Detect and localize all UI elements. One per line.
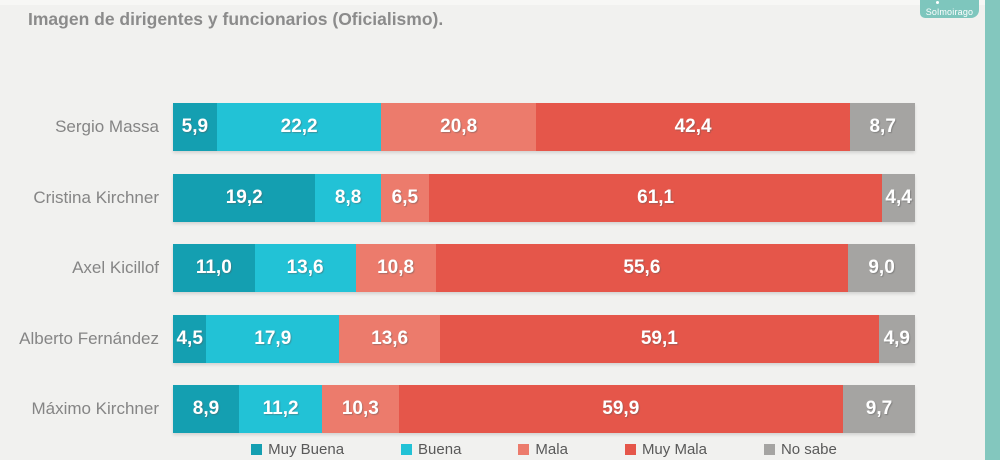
bar-segment: 9,7	[843, 385, 915, 434]
segment-value: 4,5	[176, 327, 203, 349]
legend-color-swatch-icon	[763, 443, 775, 455]
bar-segment: 4,9	[878, 314, 915, 363]
legend-item: Muy Buena	[251, 441, 344, 458]
stacked-bar: 4,5 17,9 13,6 59,1 4,9	[173, 314, 915, 363]
stacked-bar-chart: Sergio Massa 5,9 22,2 20,8 42,4 8,7 Cristina K…	[0, 103, 915, 434]
segment-value: 10,8	[377, 257, 415, 279]
bar-segment: 8,8	[315, 173, 381, 222]
bar-segment: 10,3	[322, 385, 399, 434]
chart-row: Máximo Kirchner 8,9 11,2 10,3 59,9 9,7	[0, 385, 915, 434]
segment-value: 6,5	[391, 186, 419, 208]
segment-value: 9,0	[868, 257, 895, 279]
segment-value: 42,4	[674, 116, 712, 137]
segment-value: 59,9	[602, 398, 640, 420]
stacked-bar: 5,9 22,2 20,8 42,4 8,7	[173, 103, 915, 151]
segment-value: 22,2	[280, 116, 318, 137]
segment-value: 8,7	[869, 116, 896, 137]
bar-segment: 4,5	[173, 314, 207, 363]
chart-row: Cristina Kirchner 19,2 8,8 6,5 61,1 4,4	[0, 173, 915, 222]
chart-row: Sergio Massa 5,9 22,2 20,8 42,4 8,7	[0, 103, 915, 151]
legend-label: Mala	[535, 440, 568, 458]
accent-band	[985, 0, 1000, 460]
legend-color-swatch-icon	[251, 443, 263, 455]
bar-segment: 19,2	[173, 173, 316, 222]
row-label: Sergio Massa	[55, 117, 159, 136]
legend-label: Muy Mala	[641, 440, 707, 458]
top-strip	[0, 0, 1000, 5]
segment-value: 13,6	[286, 257, 324, 279]
bar-segment: 11,2	[239, 385, 323, 434]
bar-segment: 20,8	[381, 103, 536, 151]
legend-color-swatch-icon	[401, 443, 413, 455]
page-title: Imagen de dirigentes y funcionarios (Ofi…	[28, 9, 444, 29]
legend-item: Buena	[401, 441, 461, 458]
bar-segment: 8,9	[173, 385, 240, 434]
legend-label: No sabe	[780, 440, 837, 458]
bar-segment: 11,0	[173, 244, 255, 293]
bar-segment: 13,6	[254, 244, 356, 293]
bar-segment: 17,9	[206, 314, 340, 363]
legend-label: Muy Buena	[268, 440, 345, 458]
chart-legend: Muy Buena Buena Mala Muy Mala No sabe	[173, 439, 915, 459]
segment-value: 55,6	[623, 257, 661, 279]
bar-segment: 59,9	[398, 385, 843, 434]
chart-row: Alberto Fernández 4,5 17,9 13,6 59,1 4,9	[0, 314, 915, 363]
stacked-bar: 19,2 8,8 6,5 61,1 4,4	[173, 173, 915, 222]
row-label: Máximo Kirchner	[31, 399, 159, 419]
segment-value: 13,6	[371, 327, 409, 349]
segment-value: 19,2	[225, 186, 263, 208]
legend-color-swatch-icon	[624, 443, 636, 455]
bar-segment: 9,0	[848, 244, 915, 293]
bar-segment: 4,4	[882, 173, 915, 222]
legend-color-swatch-icon	[518, 443, 530, 455]
legend-item: Muy Mala	[624, 440, 707, 458]
bar-segment: 8,7	[850, 103, 915, 151]
brand-badge: Solmoirago	[920, 0, 979, 18]
brand-logo-icon	[936, 1, 939, 4]
segment-value: 61,1	[637, 186, 675, 208]
segment-value: 5,9	[181, 116, 209, 137]
bar-segment: 59,1	[440, 314, 879, 363]
bar-segment: 13,6	[339, 314, 441, 363]
bar-segment: 10,8	[355, 244, 436, 293]
segment-value: 4,4	[885, 186, 912, 208]
legend-label: Buena	[418, 440, 462, 458]
legend-item: Mala	[518, 441, 568, 458]
stacked-bar: 11,0 13,6 10,8 55,6 9,0	[173, 244, 915, 293]
segment-value: 20,8	[440, 116, 478, 137]
segment-value: 8,8	[334, 186, 362, 208]
segment-value: 17,9	[254, 327, 292, 349]
bar-segment: 5,9	[173, 103, 217, 151]
bar-segment: 6,5	[380, 173, 429, 222]
row-label: Alberto Fernández	[19, 328, 159, 348]
segment-value: 59,1	[640, 327, 678, 349]
segment-value: 11,2	[262, 398, 299, 420]
row-label: Cristina Kirchner	[33, 187, 159, 207]
bar-segment: 55,6	[435, 244, 849, 293]
segment-value: 11,0	[195, 257, 232, 279]
segment-value: 9,7	[865, 398, 893, 420]
bar-segment: 61,1	[428, 173, 883, 222]
segment-value: 4,9	[883, 327, 910, 349]
segment-value: 10,3	[341, 398, 379, 420]
brand-name: Solmoirago	[925, 7, 974, 17]
chart-row: Axel Kicillof 11,0 13,6 10,8 55,6 9,0	[0, 244, 915, 293]
legend-item: No sabe	[763, 440, 837, 458]
stacked-bar: 8,9 11,2 10,3 59,9 9,7	[173, 385, 915, 434]
row-label: Axel Kicillof	[72, 258, 159, 278]
bar-segment: 42,4	[535, 103, 851, 151]
segment-value: 8,9	[192, 398, 220, 420]
bar-segment: 22,2	[216, 103, 382, 151]
